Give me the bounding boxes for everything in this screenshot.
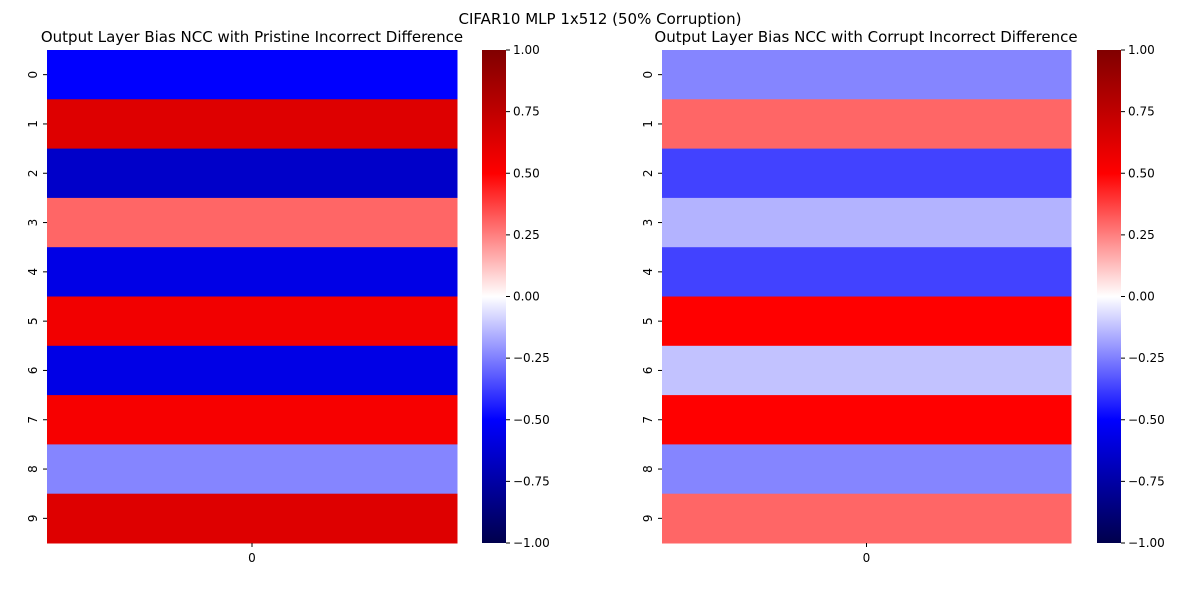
right-colorbar-tick-label: 1.00 [1128, 43, 1155, 57]
left-colorbar: 1.00 0.75 0.50 0.25 0.00 −0.25 −0.50 −0.75 −1.00 [482, 43, 550, 550]
right-y-tick-label: 2 [641, 169, 655, 177]
right-heatmap-cell [662, 247, 1072, 297]
left-colorbar-tick-label: −1.00 [513, 536, 550, 550]
left-y-tick-label: 1 [26, 120, 40, 128]
right-y-tick-label: 6 [641, 367, 655, 375]
left-colorbar-tick-label: 0.75 [513, 105, 540, 119]
left-heatmap-cell [47, 395, 458, 445]
right-colorbar-tick-label: −1.00 [1128, 536, 1165, 550]
left-heatmap-panel: Output Layer Bias NCC with Pristine Inco… [26, 28, 550, 565]
right-colorbar-tick-label: 0.50 [1128, 166, 1155, 180]
left-colorbar-tick-label: 0.25 [513, 228, 540, 242]
left-y-tick-label: 8 [26, 465, 40, 473]
left-heatmap-title: Output Layer Bias NCC with Pristine Inco… [41, 28, 463, 46]
right-y-tick-label: 0 [641, 71, 655, 79]
left-y-tick-label: 3 [26, 219, 40, 227]
left-heatmap-cell [47, 148, 458, 199]
right-heatmap-cells [662, 50, 1072, 544]
right-y-tick-label: 1 [641, 120, 655, 128]
left-heatmap-cell [47, 296, 458, 347]
right-heatmap-cell [662, 197, 1072, 248]
right-heatmap-cell [662, 345, 1072, 396]
right-colorbar-tick-label: 0.75 [1128, 105, 1155, 119]
left-colorbar-tick-label: −0.50 [513, 413, 550, 427]
left-colorbar-tick-label: 0.50 [513, 166, 540, 180]
left-heatmap-cell [47, 197, 458, 248]
right-colorbar-ticks: 1.00 0.75 0.50 0.25 0.00 −0.25 −0.50 −0.75 −1.00 [1121, 43, 1165, 550]
right-colorbar-tick-label: −0.25 [1128, 351, 1165, 365]
left-y-tick-label: 0 [26, 71, 40, 79]
left-heatmap-x-ticks: 0 [248, 543, 256, 565]
right-colorbar-tick-label: 0.25 [1128, 228, 1155, 242]
left-y-tick-label: 6 [26, 367, 40, 375]
left-colorbar-tick-label: 0.00 [513, 290, 540, 304]
right-heatmap-x-ticks: 0 [863, 543, 871, 565]
right-colorbar-bar [1097, 50, 1121, 543]
left-heatmap-cell [47, 247, 458, 297]
right-x-tick-label: 0 [863, 551, 871, 565]
left-y-tick-label: 7 [26, 416, 40, 424]
left-colorbar-tick-label: −0.25 [513, 351, 550, 365]
right-heatmap-cell [662, 50, 1072, 100]
left-colorbar-tick-label: −0.75 [513, 474, 550, 488]
left-y-tick-label: 2 [26, 169, 40, 177]
left-heatmap-cell [47, 50, 458, 100]
right-colorbar-tick-label: −0.75 [1128, 474, 1165, 488]
left-heatmap-cell [47, 99, 458, 150]
right-heatmap-cell [662, 444, 1072, 495]
right-y-tick-label: 8 [641, 465, 655, 473]
left-x-tick-label: 0 [248, 551, 256, 565]
left-heatmap-y-ticks: 0 1 2 3 4 5 6 7 8 9 [26, 71, 47, 522]
left-heatmap-cells [47, 50, 458, 544]
right-heatmap-title: Output Layer Bias NCC with Corrupt Incor… [654, 28, 1077, 46]
right-colorbar-tick-label: 0.00 [1128, 290, 1155, 304]
right-y-tick-label: 7 [641, 416, 655, 424]
left-y-tick-label: 4 [26, 268, 40, 276]
figure-suptitle: CIFAR10 MLP 1x512 (50% Corruption) [459, 10, 742, 28]
right-heatmap-y-ticks: 0 1 2 3 4 5 6 7 8 9 [641, 71, 662, 522]
right-y-tick-label: 3 [641, 219, 655, 227]
right-heatmap-cell [662, 296, 1072, 347]
right-heatmap-cell [662, 99, 1072, 150]
left-heatmap-cell [47, 345, 458, 396]
left-colorbar-tick-label: 1.00 [513, 43, 540, 57]
left-colorbar-ticks: 1.00 0.75 0.50 0.25 0.00 −0.25 −0.50 −0.75 −1.00 [506, 43, 550, 550]
left-colorbar-bar [482, 50, 506, 543]
left-y-tick-label: 9 [26, 515, 40, 523]
left-heatmap-cell [47, 493, 458, 544]
right-heatmap-cell [662, 395, 1072, 445]
right-heatmap-cell [662, 148, 1072, 199]
right-colorbar: 1.00 0.75 0.50 0.25 0.00 −0.25 −0.50 −0.75 −1.00 [1097, 43, 1165, 550]
left-heatmap-cell [47, 444, 458, 495]
right-colorbar-tick-label: −0.50 [1128, 413, 1165, 427]
right-y-tick-label: 4 [641, 268, 655, 276]
right-y-tick-label: 9 [641, 515, 655, 523]
right-y-tick-label: 5 [641, 317, 655, 325]
right-heatmap-panel: Output Layer Bias NCC with Corrupt Incor… [641, 28, 1165, 565]
left-y-tick-label: 5 [26, 317, 40, 325]
right-heatmap-cell [662, 493, 1072, 544]
